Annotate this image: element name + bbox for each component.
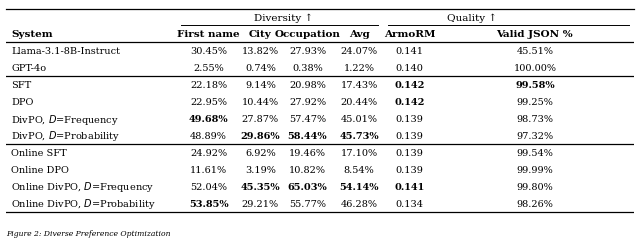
Text: 100.00%: 100.00% [513,64,556,73]
Text: 0.142: 0.142 [394,81,424,90]
Text: 0.142: 0.142 [394,98,424,107]
Text: 0.134: 0.134 [396,200,424,209]
Text: 10.44%: 10.44% [242,98,279,107]
Text: Online DivPO, $\mathit{D}$=Frequency: Online DivPO, $\mathit{D}$=Frequency [12,180,155,194]
Text: 17.43%: 17.43% [340,81,378,90]
Text: 46.28%: 46.28% [340,200,378,209]
Text: 0.139: 0.139 [396,166,423,175]
Text: DPO: DPO [12,98,34,107]
Text: 97.32%: 97.32% [516,132,554,141]
Text: 98.73%: 98.73% [516,115,554,124]
Text: 49.68%: 49.68% [189,115,228,124]
Text: 99.25%: 99.25% [516,98,553,107]
Text: 53.85%: 53.85% [189,200,228,209]
Text: DivPO, $\mathit{D}$=Probability: DivPO, $\mathit{D}$=Probability [12,129,120,144]
Text: 6.92%: 6.92% [245,149,276,158]
Text: 48.89%: 48.89% [190,132,227,141]
Text: 45.35%: 45.35% [241,183,280,192]
Text: 45.51%: 45.51% [516,47,554,56]
Text: 8.54%: 8.54% [344,166,374,175]
Text: 27.87%: 27.87% [242,115,279,124]
Text: Online DivPO, $\mathit{D}$=Probability: Online DivPO, $\mathit{D}$=Probability [12,197,156,211]
Text: 0.141: 0.141 [394,183,424,192]
Text: 0.38%: 0.38% [292,64,323,73]
Text: 99.54%: 99.54% [516,149,553,158]
Text: 22.95%: 22.95% [190,98,227,107]
Text: Quality ↑: Quality ↑ [447,13,497,23]
Text: 22.18%: 22.18% [190,81,227,90]
Text: 45.01%: 45.01% [340,115,378,124]
Text: 52.04%: 52.04% [190,183,227,192]
Text: 29.86%: 29.86% [241,132,280,141]
Text: 0.140: 0.140 [396,64,423,73]
Text: 27.93%: 27.93% [289,47,326,56]
Text: 65.03%: 65.03% [287,183,327,192]
Text: Online SFT: Online SFT [12,149,67,158]
Text: Occupation: Occupation [275,30,340,39]
Text: 0.141: 0.141 [396,47,424,56]
Text: Llama-3.1-8B-Instruct: Llama-3.1-8B-Instruct [12,47,120,56]
Text: Figure 2: Diverse Preference Optimization: Figure 2: Diverse Preference Optimizatio… [6,230,171,238]
Text: ArmoRM: ArmoRM [383,30,435,39]
Text: 99.99%: 99.99% [516,166,553,175]
Text: 58.44%: 58.44% [287,132,327,141]
Text: Diversity ↑: Diversity ↑ [254,13,314,23]
Text: 11.61%: 11.61% [190,166,227,175]
Text: Online DPO: Online DPO [12,166,69,175]
Text: 99.80%: 99.80% [516,183,553,192]
Text: Avg: Avg [349,30,369,39]
Text: 29.21%: 29.21% [242,200,279,209]
Text: 19.46%: 19.46% [289,149,326,158]
Text: 54.14%: 54.14% [339,183,379,192]
Text: 10.82%: 10.82% [289,166,326,175]
Text: 9.14%: 9.14% [245,81,276,90]
Text: 20.44%: 20.44% [340,98,378,107]
Text: DivPO, $\mathit{D}$=Frequency: DivPO, $\mathit{D}$=Frequency [12,113,119,126]
Text: 0.139: 0.139 [396,115,423,124]
Text: 98.26%: 98.26% [516,200,553,209]
Text: 24.92%: 24.92% [190,149,227,158]
Text: 24.07%: 24.07% [340,47,378,56]
Text: 27.92%: 27.92% [289,98,326,107]
Text: 1.22%: 1.22% [344,64,374,73]
Text: SFT: SFT [12,81,31,90]
Text: 3.19%: 3.19% [245,166,276,175]
Text: 20.98%: 20.98% [289,81,326,90]
Text: System: System [12,30,53,39]
Text: First name: First name [177,30,240,39]
Text: GPT-4o: GPT-4o [12,64,47,73]
Text: 45.73%: 45.73% [339,132,379,141]
Text: 55.77%: 55.77% [289,200,326,209]
Text: 99.58%: 99.58% [515,81,555,90]
Text: 30.45%: 30.45% [190,47,227,56]
Text: Valid JSON %: Valid JSON % [497,30,573,39]
Text: City: City [249,30,272,39]
Text: 57.47%: 57.47% [289,115,326,124]
Text: 2.55%: 2.55% [193,64,224,73]
Text: 0.139: 0.139 [396,132,423,141]
Text: 0.74%: 0.74% [245,64,276,73]
Text: 13.82%: 13.82% [242,47,279,56]
Text: 0.139: 0.139 [396,149,423,158]
Text: 17.10%: 17.10% [340,149,378,158]
